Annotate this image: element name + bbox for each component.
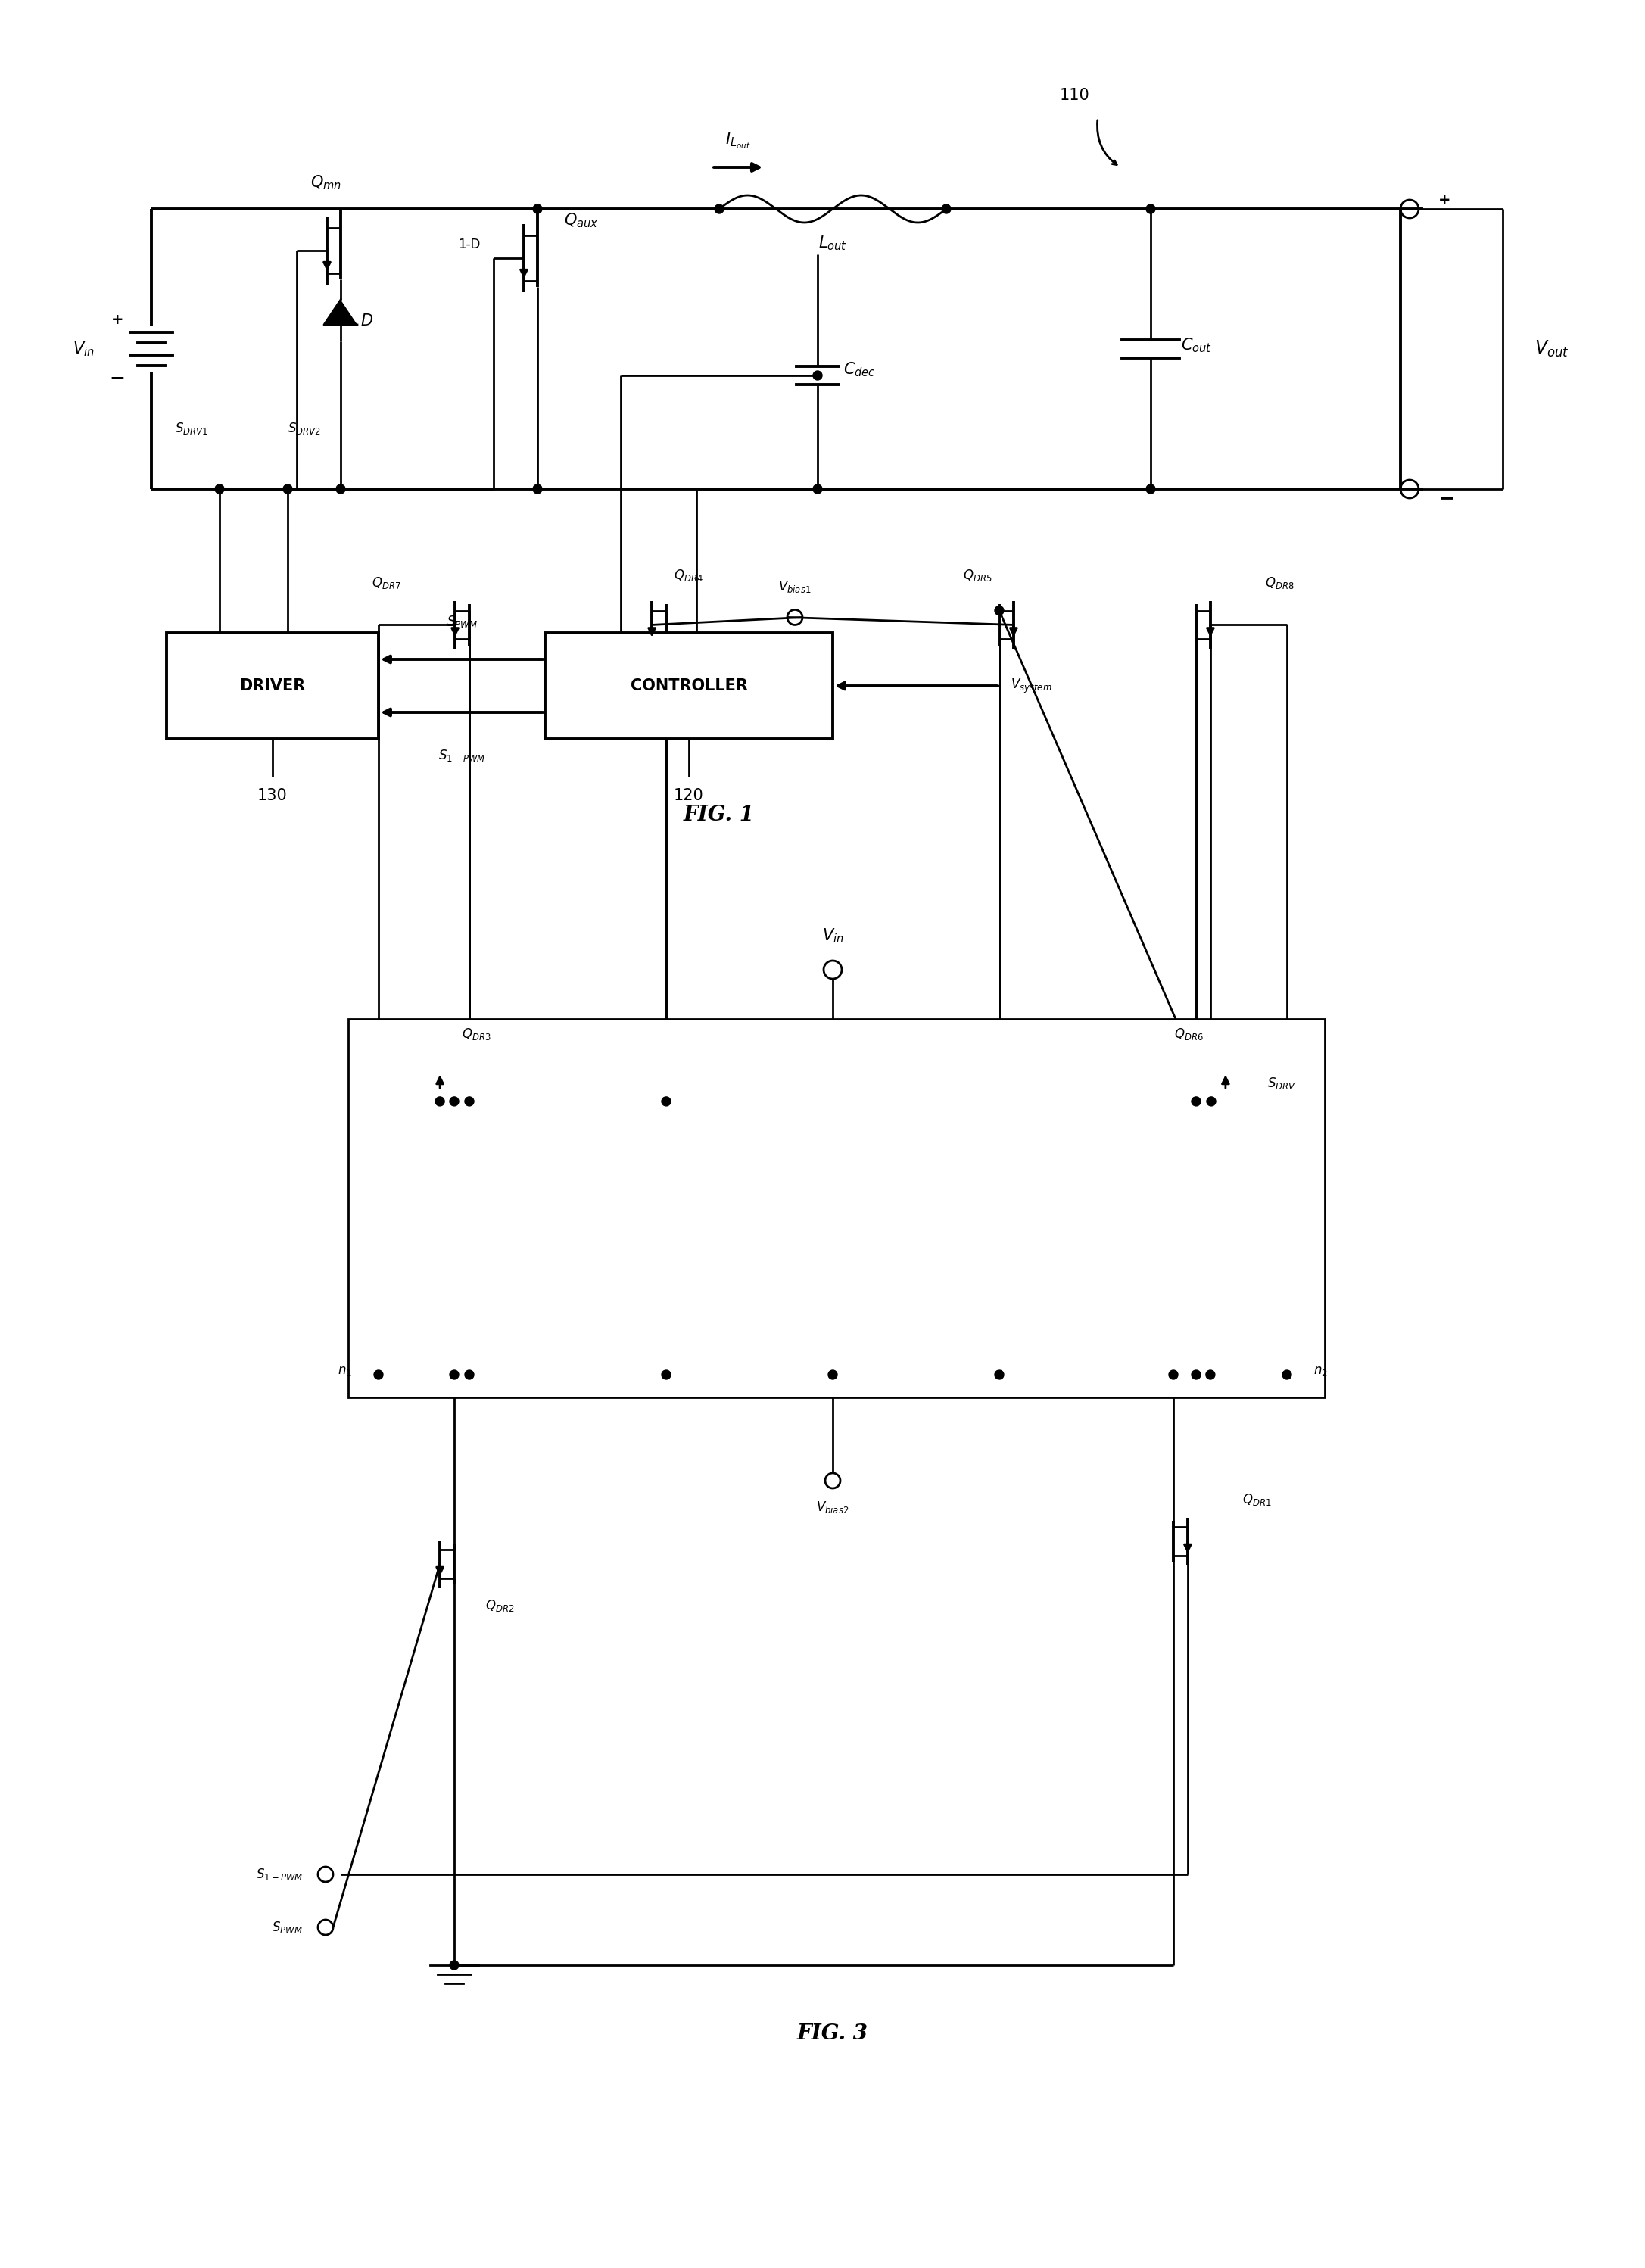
Text: $Q_{DR2}$: $Q_{DR2}$ [485,1599,515,1613]
Circle shape [661,1098,671,1107]
Text: +: + [1438,193,1451,206]
Text: $S_{PWM}$: $S_{PWM}$ [271,1919,303,1935]
Text: 120: 120 [674,787,704,803]
Circle shape [1283,1370,1291,1379]
Circle shape [827,1370,837,1379]
Text: $Q_{DR1}$: $Q_{DR1}$ [1242,1492,1272,1508]
Text: $V_{in}$: $V_{in}$ [822,928,844,943]
Text: $S_{PWM}$: $S_{PWM}$ [446,615,477,628]
Circle shape [1191,1370,1201,1379]
Bar [544,633,832,739]
Text: $Q_{aux}$: $Q_{aux}$ [564,211,599,229]
Text: −: − [1438,490,1454,508]
Bar [166,633,378,739]
Text: DRIVER: DRIVER [240,678,306,694]
Circle shape [449,1370,459,1379]
Text: $C_{out}$: $C_{out}$ [1181,336,1212,354]
Text: $n_1$: $n_1$ [337,1363,352,1377]
Text: $C_{dec}$: $C_{dec}$ [842,361,875,379]
Text: 1-D: 1-D [459,238,480,252]
Text: $Q_{DR8}$: $Q_{DR8}$ [1265,576,1295,590]
Text: $S_{DRV}$: $S_{DRV}$ [1267,1075,1296,1091]
Text: $I_{L_{out}}$: $I_{L_{out}}$ [725,132,750,150]
Circle shape [941,204,951,213]
Circle shape [813,485,822,494]
Circle shape [1191,1098,1201,1107]
Circle shape [466,1098,474,1107]
Bar [349,1018,1324,1397]
Text: FIG. 3: FIG. 3 [798,2023,869,2043]
Circle shape [1170,1370,1178,1379]
Text: $V_{out}$: $V_{out}$ [1535,338,1569,358]
Circle shape [466,1370,474,1379]
Circle shape [336,485,345,494]
Text: +: + [112,313,123,327]
Circle shape [283,485,293,494]
Text: $V_{system}$: $V_{system}$ [1010,678,1053,694]
Polygon shape [324,299,357,324]
Text: 110: 110 [1059,88,1091,102]
Circle shape [1207,1098,1216,1107]
Text: D: D [360,313,373,329]
Text: $S_{DRV1}$: $S_{DRV1}$ [174,422,209,435]
Circle shape [995,1370,1003,1379]
Circle shape [661,1370,671,1379]
Text: $Q_{DR5}$: $Q_{DR5}$ [962,567,992,583]
Text: $V_{bias1}$: $V_{bias1}$ [778,578,811,594]
Text: $Q_{DR7}$: $Q_{DR7}$ [372,576,401,590]
Circle shape [533,204,541,213]
Text: $S_{1-PWM}$: $S_{1-PWM}$ [255,1867,303,1882]
Circle shape [373,1370,383,1379]
Circle shape [1206,1370,1216,1379]
Text: $V_{in}$: $V_{in}$ [72,340,94,358]
Text: $Q_{DR3}$: $Q_{DR3}$ [462,1027,490,1041]
Text: $Q_{DR4}$: $Q_{DR4}$ [674,567,702,583]
Text: FIG. 1: FIG. 1 [684,805,755,826]
Circle shape [449,1098,459,1107]
Text: $Q_{DR6}$: $Q_{DR6}$ [1175,1027,1204,1041]
Circle shape [995,606,1003,615]
Text: $V_{bias2}$: $V_{bias2}$ [816,1499,849,1515]
Circle shape [436,1098,444,1107]
Text: $n_2$: $n_2$ [1313,1363,1328,1377]
Circle shape [813,372,822,381]
Circle shape [449,1960,459,1969]
Text: $S_{1-PWM}$: $S_{1-PWM}$ [438,748,485,762]
Text: $L_{out}$: $L_{out}$ [818,234,847,252]
Text: −: − [109,370,125,388]
Text: 130: 130 [258,787,288,803]
Circle shape [714,204,724,213]
Circle shape [1147,485,1155,494]
Circle shape [533,485,541,494]
Text: $S_{DRV2}$: $S_{DRV2}$ [288,422,321,435]
Circle shape [215,485,224,494]
Circle shape [1147,204,1155,213]
Text: CONTROLLER: CONTROLLER [630,678,747,694]
Text: $Q_{mn}$: $Q_{mn}$ [309,175,341,191]
